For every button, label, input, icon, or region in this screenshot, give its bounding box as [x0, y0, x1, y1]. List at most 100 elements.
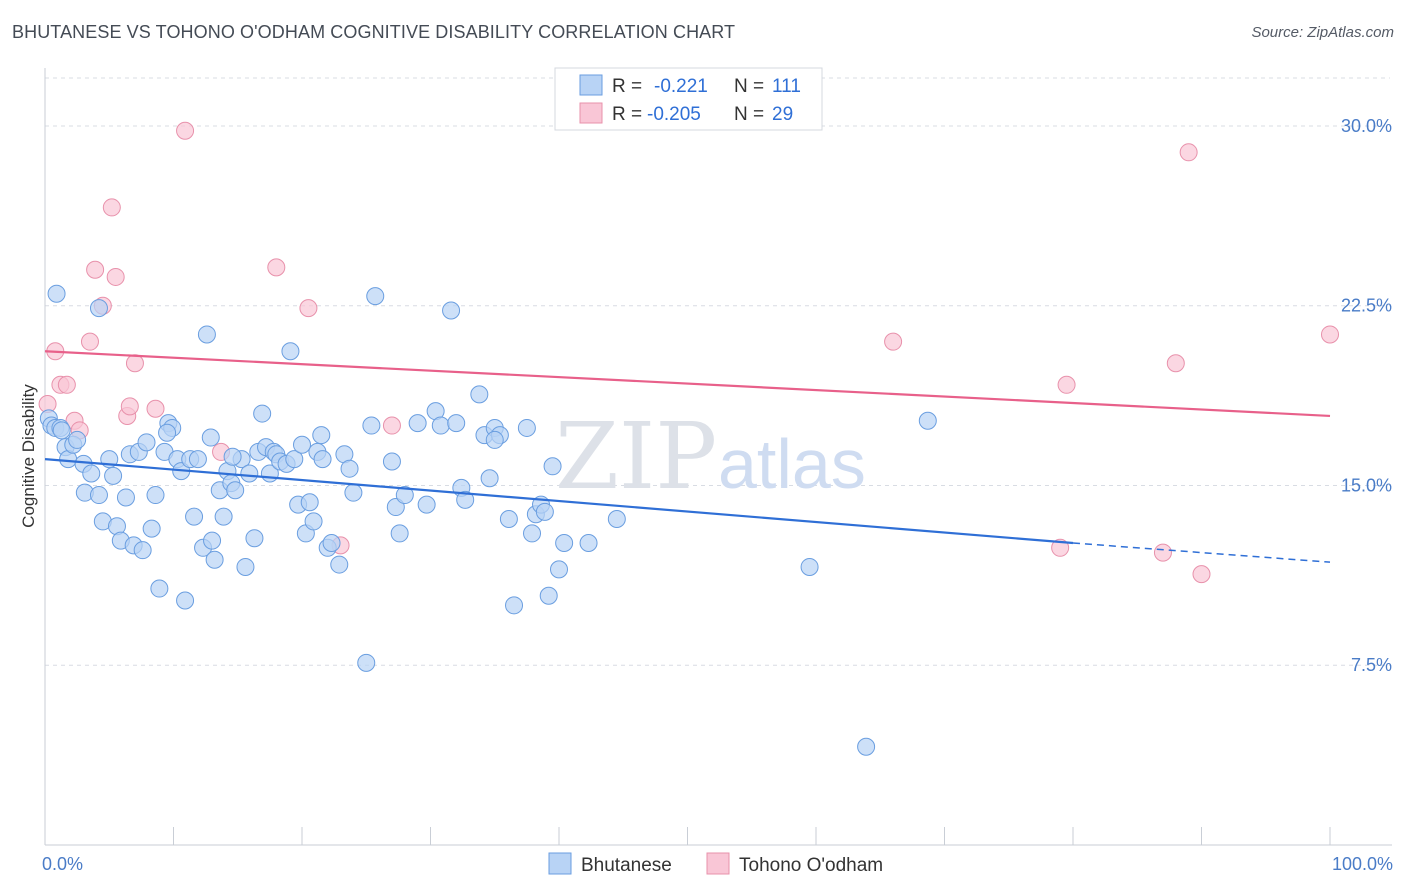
bhutanese-point-41 — [214, 507, 233, 526]
tohono-point-14 — [146, 399, 165, 418]
bhutanese-point-72 — [357, 653, 376, 672]
bhutanese-point-48 — [245, 529, 264, 548]
bhutanese-point-103 — [579, 533, 598, 552]
blue-points — [39, 284, 937, 756]
bhutanese-point-58 — [285, 450, 304, 469]
tohono-point-9 — [102, 198, 121, 217]
bhutanese-point-12 — [89, 486, 108, 505]
bhutanese-point-82 — [431, 416, 450, 435]
legend-n-value-tohono: 29 — [772, 104, 793, 125]
bhutanese-point-111 — [485, 430, 504, 449]
bhutanese-point-23 — [137, 433, 156, 452]
tohono-point-7 — [86, 260, 105, 279]
bhutanese-point-8 — [68, 430, 87, 449]
bhutanese-point-62 — [300, 493, 319, 512]
bhutanese-point-75 — [382, 452, 401, 471]
bhutanese-point-79 — [408, 414, 427, 433]
bhutanese-point-18 — [116, 488, 135, 507]
bhutanese-point-84 — [447, 414, 466, 433]
bhutanese-point-15 — [104, 466, 123, 485]
legend-swatch-tohono — [579, 102, 603, 124]
bhutanese-point-57 — [281, 342, 300, 361]
bhutanese-point-32 — [176, 591, 195, 610]
bhutanese-point-89 — [480, 469, 499, 488]
y-tick-label-2: 22.5% — [1341, 296, 1392, 316]
bhutanese-point-26 — [150, 579, 169, 598]
bhutanese-trend-line — [44, 458, 1074, 545]
legend-n-value-bhutanese: 111 — [772, 76, 801, 97]
bhutanese-point-92 — [499, 510, 518, 529]
bottom-legend-tohono: Tohono O'odham — [739, 855, 883, 876]
bhutanese-point-93 — [505, 596, 524, 615]
bhutanese-point-24 — [142, 519, 161, 538]
bhutanese-point-114 — [203, 531, 222, 550]
bhutanese-point-38 — [201, 428, 220, 447]
x-axis: 0.0% 100.0% — [42, 68, 1393, 874]
bhutanese-point-86 — [456, 490, 475, 509]
x-tick-label-0: 0.0% — [42, 854, 83, 874]
bottom-swatch-tohono — [706, 852, 730, 875]
bhutanese-point-112 — [158, 423, 177, 442]
watermark-zip: ZIP — [555, 403, 717, 510]
bhutanese-point-100 — [543, 457, 562, 476]
bhutanese-trend-extension — [1072, 542, 1331, 563]
bhutanese-point-76 — [386, 498, 405, 517]
bhutanese-point-74 — [362, 416, 381, 435]
legend-r-value-bhutanese: -0.221 — [654, 76, 708, 97]
tohono-point-24 — [1153, 543, 1172, 562]
bhutanese-point-22 — [133, 541, 152, 560]
bhutanese-point-113 — [312, 426, 331, 445]
bhutanese-point-73 — [366, 287, 385, 306]
tohono-point-13 — [125, 354, 144, 373]
bhutanese-point-35 — [188, 450, 207, 469]
y-tick-label-1: 15.0% — [1341, 475, 1392, 495]
bhutanese-point-102 — [555, 533, 574, 552]
bhutanese-point-11 — [82, 464, 101, 483]
tohono-point-18 — [299, 299, 318, 318]
bhutanese-point-65 — [313, 450, 332, 469]
tohono-point-23 — [1057, 375, 1076, 394]
bhutanese-point-37 — [197, 325, 216, 344]
bhutanese-point-34 — [185, 507, 204, 526]
bhutanese-point-60 — [293, 435, 311, 454]
bhutanese-point-25 — [146, 486, 165, 505]
bhutanese-point-68 — [330, 555, 349, 574]
bhutanese-point-107 — [918, 411, 937, 430]
bhutanese-point-110 — [223, 447, 242, 466]
legend-n-label: N = — [734, 76, 764, 97]
tohono-point-12 — [120, 397, 139, 416]
y-axis-title: Cognitive Disability — [19, 384, 38, 528]
bhutanese-point-63 — [304, 512, 323, 531]
bhutanese-point-39 — [205, 550, 224, 569]
legend-r-value-tohono: -0.205 — [647, 104, 701, 125]
grid-lines — [45, 77, 1390, 666]
tohono-point-28 — [1321, 325, 1339, 344]
legend-r-label-2: R = — [612, 104, 642, 125]
bhutanese-point-95 — [523, 524, 542, 543]
tohono-point-6 — [80, 332, 99, 351]
bhutanese-point-94 — [517, 418, 536, 437]
bhutanese-point-101 — [550, 560, 568, 579]
legend-r-label: R = — [612, 76, 642, 97]
trend-lines — [44, 350, 1331, 563]
legend-n-label-2: N = — [734, 104, 764, 125]
tohono-point-20 — [382, 416, 401, 435]
bhutanese-point-50 — [253, 404, 272, 423]
y-tick-label-3: 30.0% — [1341, 116, 1392, 136]
tohono-point-10 — [106, 267, 125, 286]
chart-title: BHUTANESE VS TOHONO O'ODHAM COGNITIVE DI… — [12, 22, 736, 42]
bhutanese-point-4 — [52, 421, 71, 440]
source-credit: Source: ZipAtlas.com — [1251, 24, 1394, 41]
tohono-point-3 — [57, 375, 76, 394]
tohono-point-26 — [1179, 143, 1198, 162]
bhutanese-point-46 — [236, 557, 255, 576]
series-legend: Bhutanese Tohono O'odham — [548, 852, 883, 876]
bhutanese-point-87 — [470, 385, 489, 404]
y-tick-label-0: 7.5% — [1351, 655, 1392, 675]
bhutanese-point-78 — [395, 486, 414, 505]
tohono-point-15 — [176, 121, 195, 140]
bhutanese-point-77 — [390, 524, 409, 543]
tohono-point-27 — [1192, 565, 1211, 584]
tohono-point-17 — [267, 258, 286, 277]
